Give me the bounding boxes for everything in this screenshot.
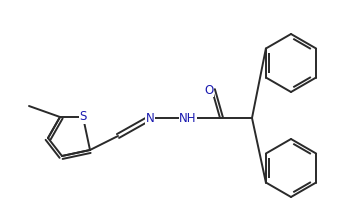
Text: O: O: [204, 83, 214, 97]
Text: N: N: [146, 112, 154, 124]
Text: NH: NH: [179, 112, 197, 124]
Text: S: S: [79, 111, 87, 123]
